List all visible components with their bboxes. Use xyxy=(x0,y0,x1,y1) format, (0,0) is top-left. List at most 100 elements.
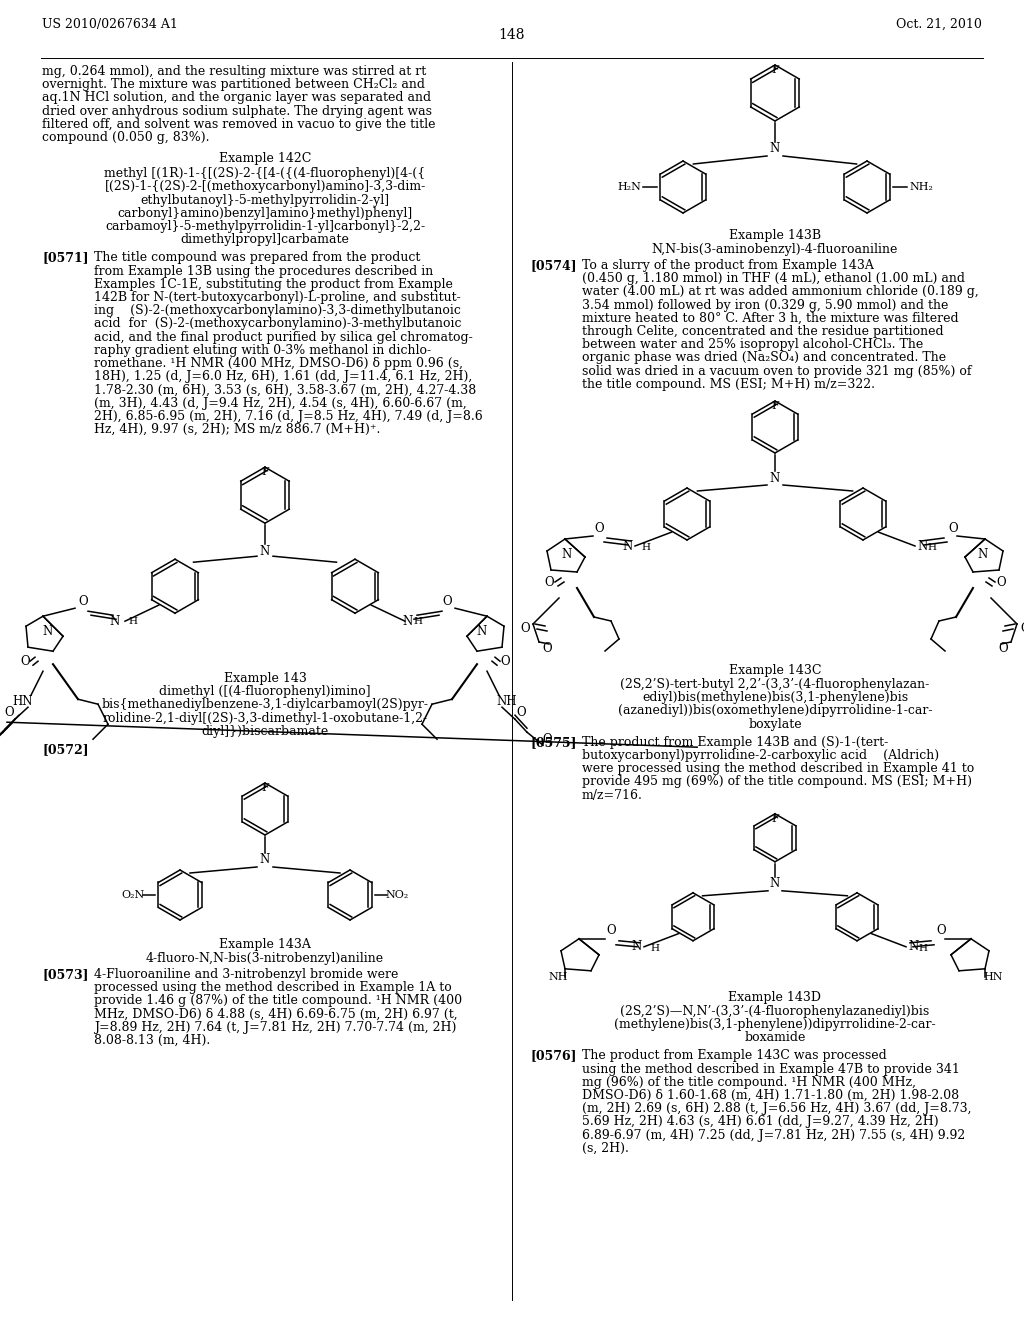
Text: Example 143C: Example 143C xyxy=(729,664,821,677)
Text: H₂N: H₂N xyxy=(617,182,641,191)
Text: overnight. The mixture was partitioned between CH₂Cl₂ and: overnight. The mixture was partitioned b… xyxy=(42,78,425,91)
Text: (azanediyl))bis(oxomethylene)dipyrrolidine-1-car-: (azanediyl))bis(oxomethylene)dipyrrolidi… xyxy=(617,705,932,717)
Text: O: O xyxy=(936,924,946,937)
Text: bis{methanediylbenzene-3,1-diylcarbamoyl(2S)pyr-: bis{methanediylbenzene-3,1-diylcarbamoyl… xyxy=(101,698,428,711)
Text: rolidine-2,1-diyl[(2S)-3,3-dimethyl-1-oxobutane-1,2-: rolidine-2,1-diyl[(2S)-3,3-dimethyl-1-ox… xyxy=(102,711,428,725)
Text: N: N xyxy=(260,854,270,866)
Text: F: F xyxy=(771,401,779,411)
Text: [0576]: [0576] xyxy=(530,1049,577,1063)
Text: F: F xyxy=(771,814,779,824)
Text: 142B for N-(tert-butoxycarbonyl)-L-proline, and substitut-: 142B for N-(tert-butoxycarbonyl)-L-proli… xyxy=(94,290,461,304)
Text: H: H xyxy=(641,544,650,553)
Text: To a slurry of the product from Example 143A: To a slurry of the product from Example … xyxy=(582,259,873,272)
Text: aq.1N HCl solution, and the organic layer was separated and: aq.1N HCl solution, and the organic laye… xyxy=(42,91,431,104)
Text: O: O xyxy=(948,521,957,535)
Text: The title compound was prepared from the product: The title compound was prepared from the… xyxy=(94,251,421,264)
Text: m/z=716.: m/z=716. xyxy=(582,788,643,801)
Text: processed using the method described in Example 1A to: processed using the method described in … xyxy=(94,981,452,994)
Text: 4-fluoro-N,N-bis(3-nitrobenzyl)aniline: 4-fluoro-N,N-bis(3-nitrobenzyl)aniline xyxy=(146,952,384,965)
Text: compound (0.050 g, 83%).: compound (0.050 g, 83%). xyxy=(42,131,210,144)
Text: (2S,2’S)-tert-butyl 2,2’-(3,3’-(4-fluorophenylazan-: (2S,2’S)-tert-butyl 2,2’-(3,3’-(4-fluoro… xyxy=(621,678,930,690)
Text: between water and 25% isopropyl alcohol-CHCl₃. The: between water and 25% isopropyl alcohol-… xyxy=(582,338,924,351)
Text: N: N xyxy=(908,940,919,953)
Text: N: N xyxy=(562,548,572,561)
Text: 18H), 1.25 (d, J=6.0 Hz, 6H), 1.61 (dd, J=11.4, 6.1 Hz, 2H),: 18H), 1.25 (d, J=6.0 Hz, 6H), 1.61 (dd, … xyxy=(94,370,472,383)
Text: 3.54 mmol) followed by iron (0.329 g, 5.90 mmol) and the: 3.54 mmol) followed by iron (0.329 g, 5.… xyxy=(582,298,948,312)
Text: the title compound. MS (ESI; M+H) m/z=322.: the title compound. MS (ESI; M+H) m/z=32… xyxy=(582,378,874,391)
Text: O: O xyxy=(594,521,604,535)
Text: O: O xyxy=(20,655,30,668)
Text: (m, 3H), 4.43 (d, J=9.4 Hz, 2H), 4.54 (s, 4H), 6.60-6.67 (m,: (m, 3H), 4.43 (d, J=9.4 Hz, 2H), 4.54 (s… xyxy=(94,396,467,409)
Text: Example 143A: Example 143A xyxy=(219,939,311,950)
Text: mixture heated to 80° C. After 3 h, the mixture was filtered: mixture heated to 80° C. After 3 h, the … xyxy=(582,312,958,325)
Text: 6.89-6.97 (m, 4H) 7.25 (dd, J=7.81 Hz, 2H) 7.55 (s, 4H) 9.92: 6.89-6.97 (m, 4H) 7.25 (dd, J=7.81 Hz, 2… xyxy=(582,1129,966,1142)
Text: F: F xyxy=(261,467,269,478)
Text: (0.450 g, 1.180 mmol) in THF (4 mL), ethanol (1.00 mL) and: (0.450 g, 1.180 mmol) in THF (4 mL), eth… xyxy=(582,272,965,285)
Text: 4-Fluoroaniline and 3-nitrobenzyl bromide were: 4-Fluoroaniline and 3-nitrobenzyl bromid… xyxy=(94,968,398,981)
Text: O₂N: O₂N xyxy=(122,890,144,900)
Text: dried over anhydrous sodium sulphate. The drying agent was: dried over anhydrous sodium sulphate. Th… xyxy=(42,104,432,117)
Text: HN: HN xyxy=(983,972,1002,982)
Text: mg, 0.264 mmol), and the resulting mixture was stirred at rt: mg, 0.264 mmol), and the resulting mixtu… xyxy=(42,65,426,78)
Text: water (4.00 mL) at rt was added ammonium chloride (0.189 g,: water (4.00 mL) at rt was added ammonium… xyxy=(582,285,979,298)
Text: through Celite, concentrated and the residue partitioned: through Celite, concentrated and the res… xyxy=(582,325,944,338)
Text: NH: NH xyxy=(548,972,567,982)
Text: boxamide: boxamide xyxy=(744,1031,806,1044)
Text: (s, 2H).: (s, 2H). xyxy=(582,1142,629,1155)
Text: O: O xyxy=(996,576,1006,589)
Text: [0574]: [0574] xyxy=(530,259,577,272)
Text: carbamoyl}-5-methylpyrrolidin-1-yl]carbonyl}-2,2-: carbamoyl}-5-methylpyrrolidin-1-yl]carbo… xyxy=(104,220,425,234)
Text: provide 1.46 g (87%) of the title compound. ¹H NMR (400: provide 1.46 g (87%) of the title compou… xyxy=(94,994,462,1007)
Text: [0573]: [0573] xyxy=(42,968,88,981)
Text: Oct. 21, 2010: Oct. 21, 2010 xyxy=(896,18,982,30)
Text: ediyl)bis(methylene)bis(3,1-phenylene)bis: ediyl)bis(methylene)bis(3,1-phenylene)bi… xyxy=(642,692,908,704)
Text: mg (96%) of the title compound. ¹H NMR (400 MHz,: mg (96%) of the title compound. ¹H NMR (… xyxy=(582,1076,916,1089)
Text: 5.69 Hz, 2H) 4.63 (s, 4H) 6.61 (dd, J=9.27, 4.39 Hz, 2H): 5.69 Hz, 2H) 4.63 (s, 4H) 6.61 (dd, J=9.… xyxy=(582,1115,939,1129)
Text: O: O xyxy=(1020,622,1024,635)
Text: The product from Example 143C was processed: The product from Example 143C was proces… xyxy=(582,1049,887,1063)
Text: carbonyl}amino)benzyl]amino}methyl)phenyl]: carbonyl}amino)benzyl]amino}methyl)pheny… xyxy=(118,207,413,220)
Text: N: N xyxy=(978,548,988,561)
Text: 148: 148 xyxy=(499,28,525,42)
Text: N: N xyxy=(477,624,487,638)
Text: H: H xyxy=(413,616,422,626)
Text: were processed using the method described in Example 41 to: were processed using the method describe… xyxy=(582,762,974,775)
Text: ing    (S)-2-(methoxycarbonylamino)-3,3-dimethylbutanoic: ing (S)-2-(methoxycarbonylamino)-3,3-dim… xyxy=(94,304,461,317)
Text: dimethylpropyl]carbamate: dimethylpropyl]carbamate xyxy=(180,234,349,247)
Text: acid  for  (S)-2-(methoxycarbonylamino)-3-methylbutanoic: acid for (S)-2-(methoxycarbonylamino)-3-… xyxy=(94,317,462,330)
Text: O: O xyxy=(78,595,88,607)
Text: J=8.89 Hz, 2H) 7.64 (t, J=7.81 Hz, 2H) 7.70-7.74 (m, 2H): J=8.89 Hz, 2H) 7.64 (t, J=7.81 Hz, 2H) 7… xyxy=(94,1020,457,1034)
Text: N: N xyxy=(260,545,270,557)
Text: H: H xyxy=(927,544,936,553)
Text: Example 142C: Example 142C xyxy=(219,152,311,165)
Text: The product from Example 143B and (S)-1-(tert-: The product from Example 143B and (S)-1-… xyxy=(582,735,888,748)
Text: O: O xyxy=(998,642,1008,655)
Text: O: O xyxy=(442,595,452,607)
Text: N: N xyxy=(623,540,633,553)
Text: N: N xyxy=(43,624,53,638)
Text: provide 495 mg (69%) of the title compound. MS (ESI; M+H): provide 495 mg (69%) of the title compou… xyxy=(582,775,972,788)
Text: Example 143D: Example 143D xyxy=(728,991,821,1003)
Text: O: O xyxy=(4,706,13,718)
Text: N: N xyxy=(402,615,413,628)
Text: N: N xyxy=(632,940,642,953)
Text: raphy gradient eluting with 0-3% methanol in dichlo-: raphy gradient eluting with 0-3% methano… xyxy=(94,343,431,356)
Text: NH₂: NH₂ xyxy=(909,182,933,191)
Text: O: O xyxy=(500,655,510,668)
Text: butoxycarbonyl)pyrrolidine-2-carboxylic acid    (Aldrich): butoxycarbonyl)pyrrolidine-2-carboxylic … xyxy=(582,748,939,762)
Text: 2H), 6.85-6.95 (m, 2H), 7.16 (d, J=8.5 Hz, 4H), 7.49 (d, J=8.6: 2H), 6.85-6.95 (m, 2H), 7.16 (d, J=8.5 H… xyxy=(94,409,482,422)
Text: H: H xyxy=(650,944,659,953)
Text: US 2010/0267634 A1: US 2010/0267634 A1 xyxy=(42,18,178,30)
Text: (m, 2H) 2.69 (s, 6H) 2.88 (t, J=6.56 Hz, 4H) 3.67 (dd, J=8.73,: (m, 2H) 2.69 (s, 6H) 2.88 (t, J=6.56 Hz,… xyxy=(582,1102,972,1115)
Text: N: N xyxy=(110,615,120,628)
Text: O: O xyxy=(544,576,554,589)
Text: N,N-bis(3-aminobenzyl)-4-fluoroaniline: N,N-bis(3-aminobenzyl)-4-fluoroaniline xyxy=(652,243,898,256)
Text: methyl [(1R)-1-{[(2S)-2-{[4-({(4-fluorophenyl)[4-({: methyl [(1R)-1-{[(2S)-2-{[4-({(4-fluorop… xyxy=(104,168,426,181)
Text: [(2S)-1-{(2S)-2-[(methoxycarbonyl)amino]-3,3-dim-: [(2S)-1-{(2S)-2-[(methoxycarbonyl)amino]… xyxy=(104,181,426,194)
Text: (methylene)bis(3,1-phenylene))dipyrrolidine-2-car-: (methylene)bis(3,1-phenylene))dipyrrolid… xyxy=(614,1018,936,1031)
Text: [0575]: [0575] xyxy=(530,735,577,748)
Text: HN: HN xyxy=(12,694,33,708)
Text: N: N xyxy=(770,143,780,156)
Text: filtered off, and solvent was removed in vacuo to give the title: filtered off, and solvent was removed in… xyxy=(42,117,435,131)
Text: using the method described in Example 47B to provide 341: using the method described in Example 47… xyxy=(582,1063,959,1076)
